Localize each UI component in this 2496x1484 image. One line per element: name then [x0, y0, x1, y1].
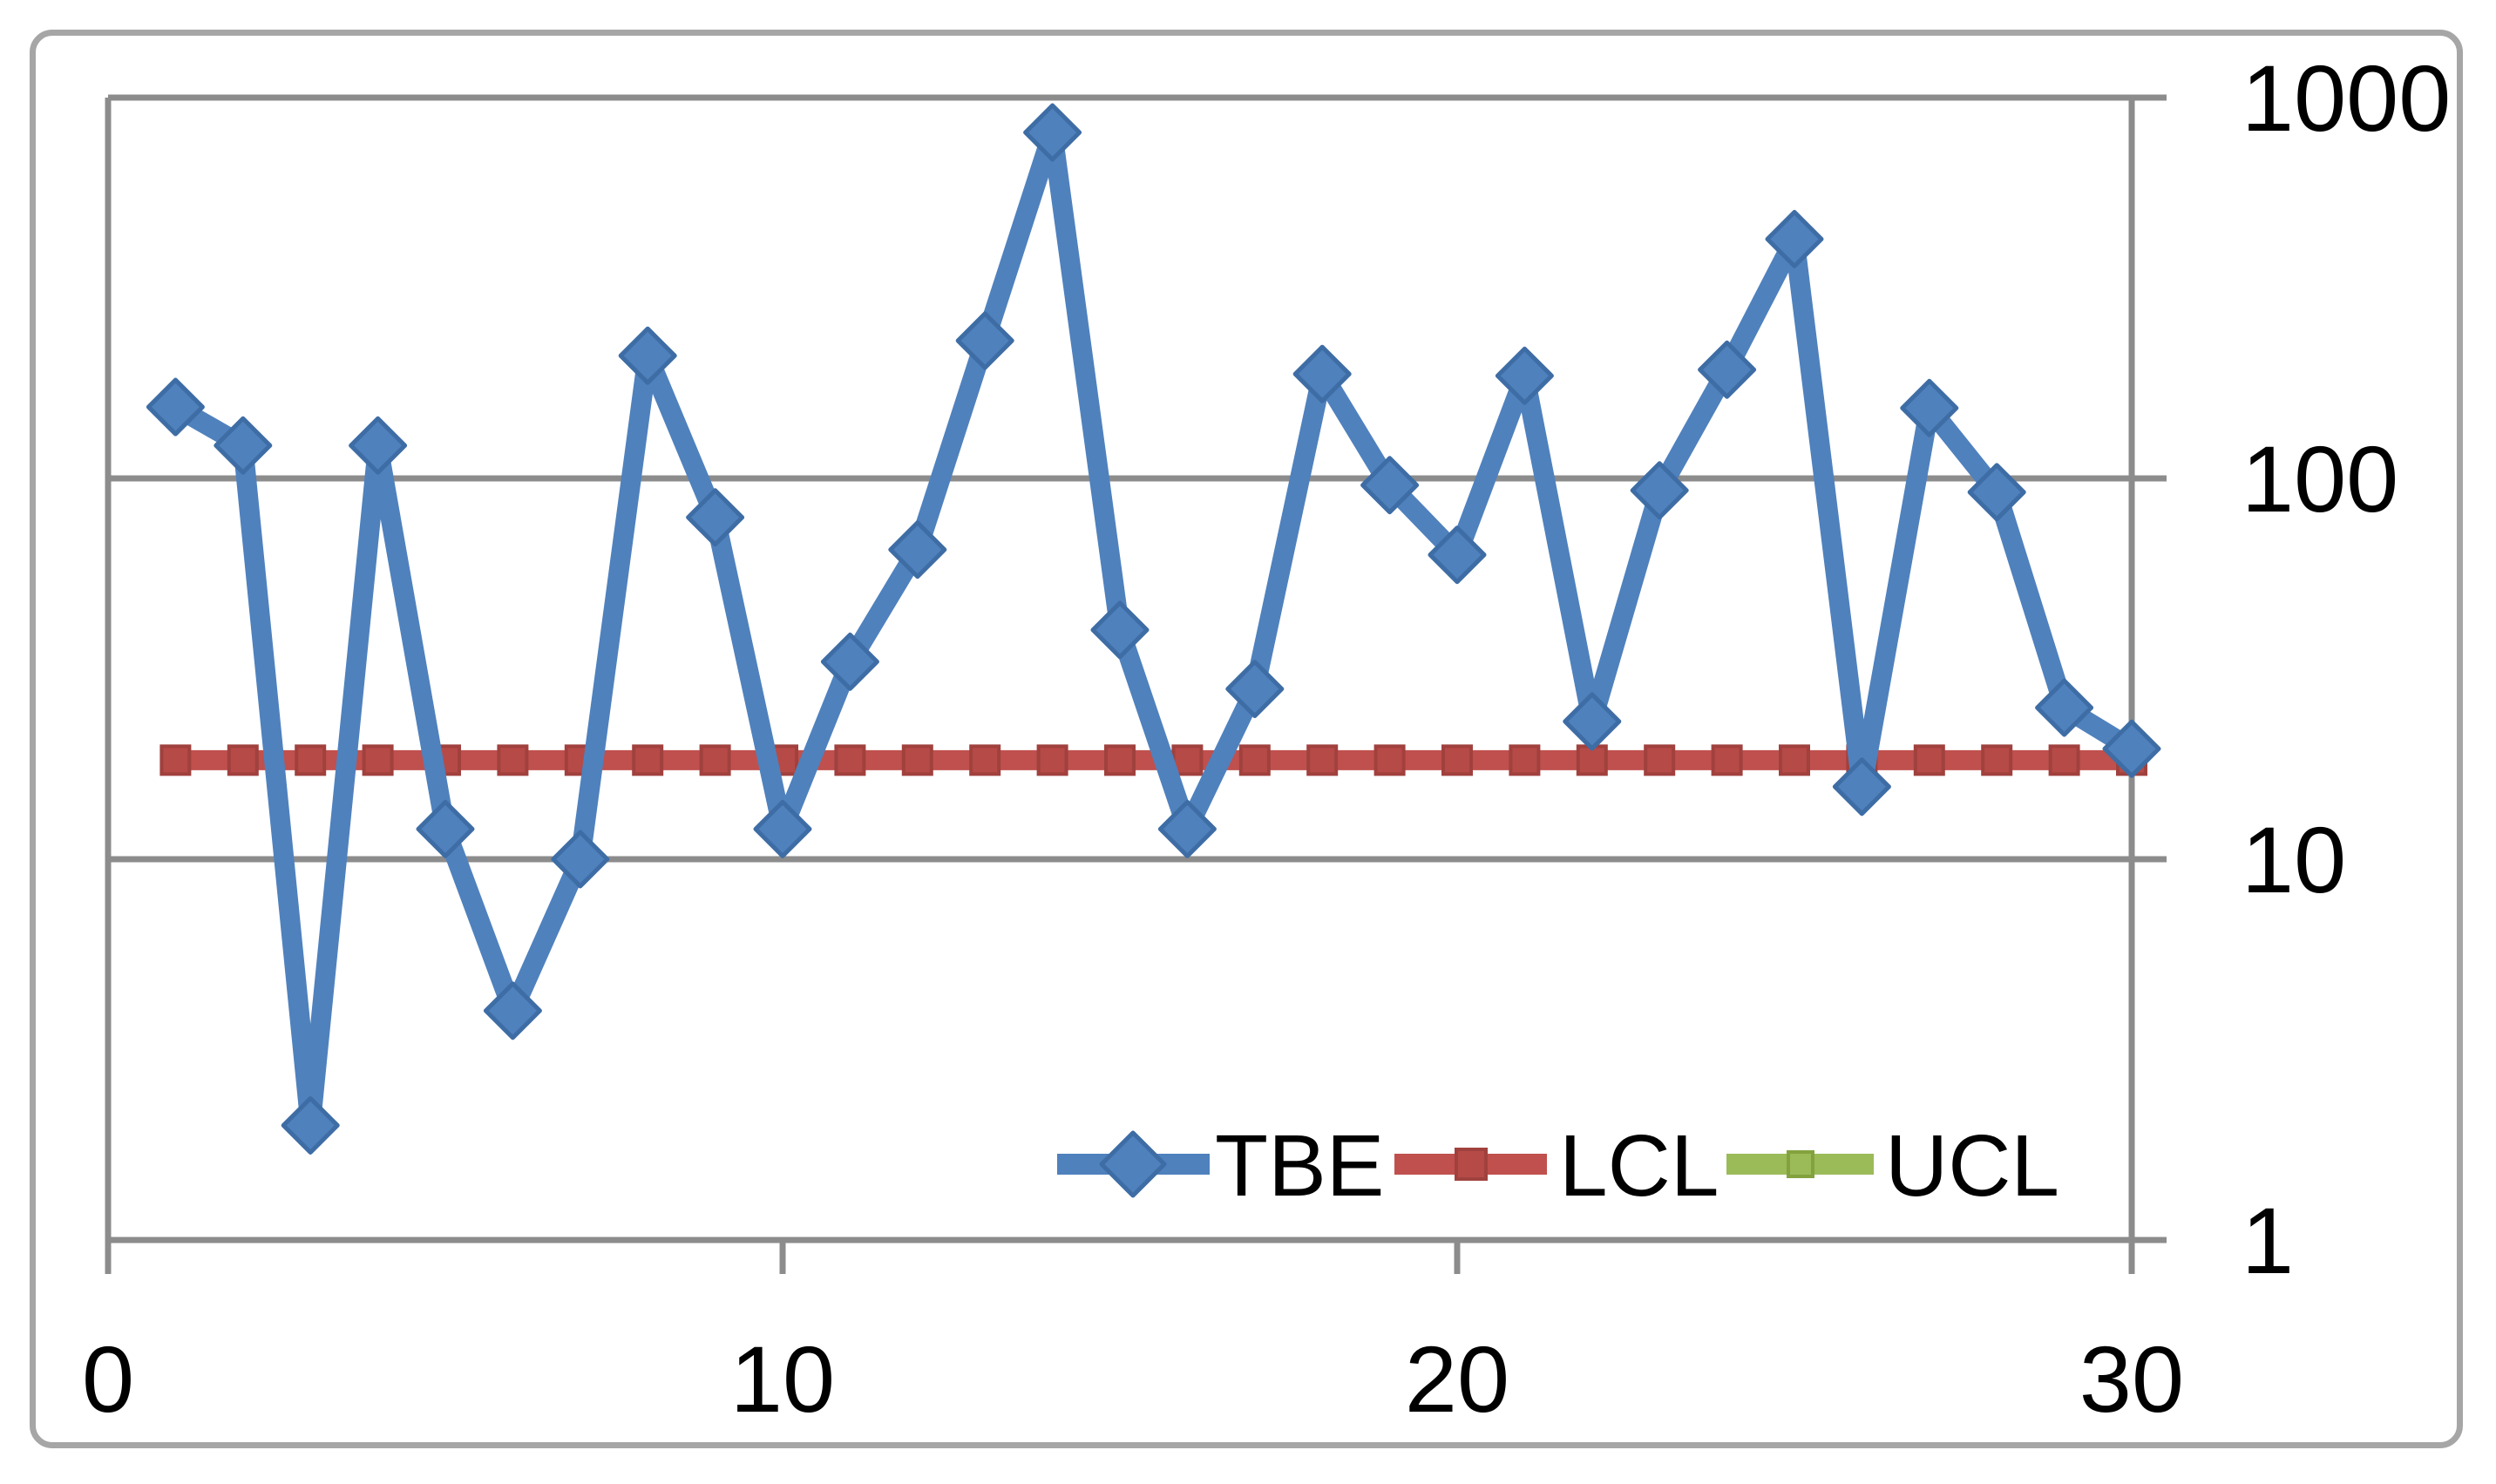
lcl-marker	[1913, 744, 1945, 776]
lcl-marker	[1509, 744, 1541, 776]
lcl-marker	[1644, 744, 1676, 776]
tbe-marker	[1630, 461, 1689, 520]
lcl-marker	[901, 744, 933, 776]
legend-lcl-label: LCL	[1559, 1117, 1719, 1215]
tbe-marker	[955, 311, 1014, 370]
y-axis-label-100: 100	[2242, 426, 2398, 532]
tbe-marker	[888, 520, 947, 579]
legend-ucl-marker-icon	[1787, 1150, 1814, 1178]
tbe-marker	[1428, 525, 1487, 585]
legend-tbe-label: TBE	[1215, 1117, 1384, 1215]
tbe-marker	[618, 326, 677, 385]
lcl-marker	[295, 744, 327, 776]
tbe-marker	[1765, 209, 1824, 268]
tbe-marker	[1967, 463, 2026, 522]
lcl-marker	[1306, 744, 1339, 776]
lcl-marker	[227, 744, 259, 776]
tbe-marker	[1563, 692, 1622, 751]
tbe-marker	[349, 416, 408, 475]
tbe-marker	[214, 416, 273, 475]
lcl-marker	[1981, 744, 2013, 776]
x-axis-label-20: 20	[1405, 1326, 1509, 1432]
tbe-marker	[1157, 799, 1217, 858]
tbe-marker	[416, 799, 475, 858]
legend-tbe-marker-icon	[1099, 1130, 1167, 1198]
lcl-marker	[1711, 744, 1743, 776]
tbe-line	[165, 122, 2142, 1135]
lcl-marker	[1373, 744, 1406, 776]
legend-ucl-label: UCL	[1885, 1117, 2059, 1215]
tbe-marker	[2102, 719, 2161, 778]
tbe-marker	[483, 981, 542, 1040]
lcl-marker	[1576, 744, 1608, 776]
tbe-marker	[1292, 344, 1352, 403]
lcl-marker	[159, 744, 192, 776]
lcl-marker	[1779, 744, 1810, 776]
lcl-marker	[1238, 744, 1271, 776]
lcl-marker	[1104, 744, 1136, 776]
y-axis-label-1: 1	[2242, 1188, 2294, 1293]
lcl-marker	[497, 744, 529, 776]
tbe-marker	[2035, 678, 2094, 737]
tbe-marker	[1495, 346, 1554, 405]
lcl-marker	[1441, 744, 1473, 776]
lcl-marker	[1036, 744, 1068, 776]
lcl-marker	[969, 744, 1001, 776]
lcl-marker	[362, 744, 394, 776]
tbe-marker	[686, 488, 745, 547]
tbe-marker	[1090, 600, 1150, 660]
tbe-marker	[753, 799, 812, 858]
tbe-marker	[1698, 340, 1757, 399]
x-axis-label-0: 0	[82, 1326, 134, 1432]
tbe-marker	[551, 830, 610, 889]
lcl-marker	[834, 744, 866, 776]
lcl-marker	[2048, 744, 2080, 776]
x-axis-label-10: 10	[730, 1326, 835, 1432]
legend-lcl-marker-icon	[1455, 1148, 1488, 1181]
tbe-marker	[146, 377, 205, 437]
tbe-marker	[1023, 103, 1082, 162]
tbe-marker	[281, 1095, 340, 1155]
tbe-marker	[820, 632, 879, 691]
tbe-marker	[1832, 757, 1891, 817]
tbe-marker	[1225, 660, 1285, 719]
y-axis-label-10: 10	[2242, 807, 2346, 912]
lcl-marker	[632, 744, 664, 776]
tbe-marker	[1900, 378, 1959, 437]
y-axis-label-1000: 1000	[2242, 45, 2451, 151]
tbe-marker	[1360, 456, 1420, 515]
lcl-marker	[699, 744, 731, 776]
x-axis-label-30: 30	[2079, 1326, 2184, 1432]
